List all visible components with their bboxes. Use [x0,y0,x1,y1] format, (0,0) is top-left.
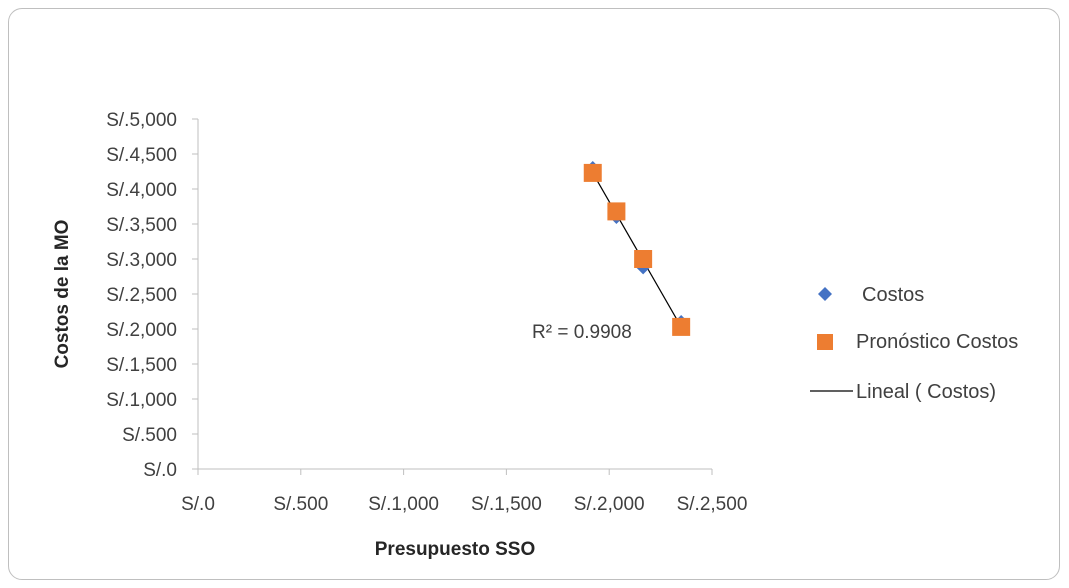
y-tick-label: S/.4,500 [106,145,177,166]
chart-area [8,8,1060,580]
y-tick-label: S/.0 [143,460,177,481]
diamond-marker-icon [818,287,832,301]
y-tick-label: S/.1,000 [106,390,177,411]
x-tick-label: S/.0 [181,494,215,515]
r-squared-label: R² = 0.9908 [532,322,632,343]
y-tick-label: S/.5,000 [106,110,177,131]
legend-item-costos: Costos [818,284,924,306]
x-tick-label: S/.2,500 [677,494,748,515]
legend-label: Costos [862,284,924,306]
y-ticks: S/.0 S/.500 S/.1,000 S/.1,500 S/.2,000 S/.2,5… [106,110,198,481]
square-marker-icon [817,334,833,350]
pronostico-costos-point [634,250,653,268]
x-axis-title: Presupuesto SSO [375,539,536,560]
legend: Costos Pronóstico Costos Lineal ( Costos… [810,284,1018,403]
y-axis-title: Costos de la MO [52,220,73,369]
x-tick-label: S/.1,500 [471,494,542,515]
data-markers [583,161,691,336]
legend-item-lineal-costos: Lineal ( Costos) [810,381,996,403]
x-tick-label: S/.500 [273,494,328,515]
y-tick-label: S/.1,500 [106,355,177,376]
legend-label: Pronóstico Costos [856,331,1018,353]
axes [197,119,712,470]
x-tick-label: S/.2,000 [574,494,645,515]
x-tick-label: S/.1,000 [368,494,439,515]
x-ticks: S/.0 S/.500 S/.1,000 S/.1,500 S/.2,000 S/.2,5… [181,469,747,515]
legend-label: Lineal ( Costos) [856,381,996,403]
pronostico-costos-point [583,163,602,182]
pronostico-costos-point [607,202,626,221]
legend-item-pronostico-costos: Pronóstico Costos [817,331,1018,353]
y-tick-label: S/.3,000 [106,250,177,271]
y-tick-label: S/.2,500 [106,285,177,306]
pronostico-costos-point [672,317,691,336]
y-tick-label: S/.3,500 [106,215,177,236]
y-tick-label: S/.2,000 [106,320,177,341]
trendline [592,172,682,328]
y-tick-label: S/.4,000 [106,180,177,201]
y-tick-label: S/.500 [122,425,177,446]
